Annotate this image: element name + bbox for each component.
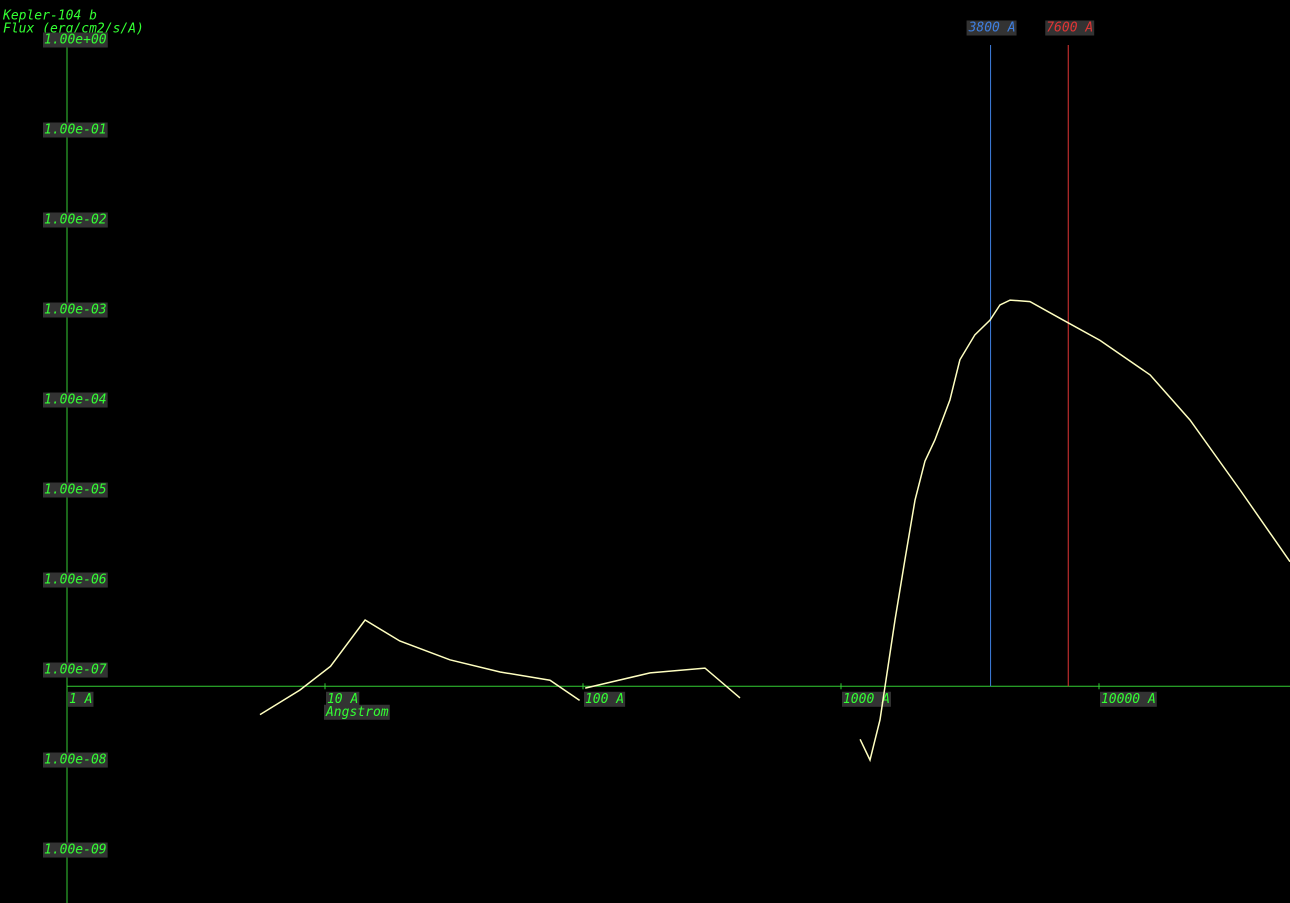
spectrum-line <box>259 299 1290 763</box>
label-background <box>43 122 108 138</box>
y-tick-label: 1.00e-09 <box>44 843 107 858</box>
y-tick-label: 1.00e-08 <box>44 753 107 768</box>
label-background <box>583 691 626 707</box>
y-tick-label: 1.00e-01 <box>44 123 107 138</box>
label-background <box>1045 20 1095 36</box>
marker-label: 3800 A <box>968 21 1016 36</box>
y-tick-label: 1.00e-03 <box>44 303 107 318</box>
x-tick-label: 100 A <box>585 692 624 707</box>
x-tick-label: 1000 A <box>843 692 890 707</box>
y-tick-label: 1.00e-05 <box>44 483 107 498</box>
label-background <box>966 20 1017 36</box>
label-background <box>43 212 108 228</box>
label-background <box>43 32 108 48</box>
y-tick-label: 1.00e-06 <box>44 573 107 588</box>
label-background <box>1099 691 1157 707</box>
label-background <box>43 482 108 498</box>
y-tick-label: 1.00e-02 <box>44 213 107 228</box>
label-background <box>43 302 108 318</box>
label-background <box>43 392 108 408</box>
x-tick-label: 10000 A <box>1101 692 1156 707</box>
label-background <box>323 704 390 720</box>
y-axis-label: Flux (erg/cm2/s/A) <box>3 22 144 37</box>
marker-label: 7600 A <box>1046 21 1093 36</box>
y-tick-label: 1.00e-07 <box>44 663 107 678</box>
label-background <box>68 691 94 707</box>
label-background <box>841 691 891 707</box>
label-background <box>43 752 108 768</box>
y-tick-label: 1.00e-04 <box>44 393 107 408</box>
chart-title: Kepler-104 b <box>2 9 97 24</box>
label-background <box>43 572 108 588</box>
label-background <box>43 842 108 858</box>
label-background <box>43 662 108 678</box>
x-tick-label: 1 A <box>69 692 92 707</box>
x-tick-label: 10 A <box>327 692 358 707</box>
label-background <box>325 691 360 707</box>
y-tick-label: 1.00e+00 <box>44 33 107 48</box>
x-axis-label: Angstrom <box>325 705 389 720</box>
